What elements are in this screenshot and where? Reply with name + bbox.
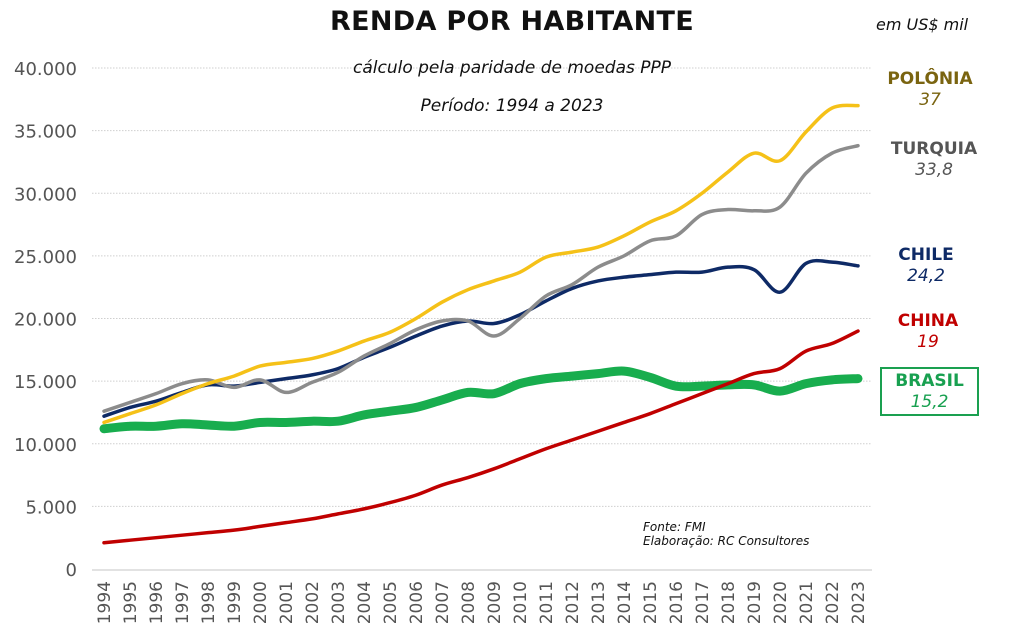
- series-lines: [99, 103, 863, 545]
- x-axis-ticks: 1994 1995 1996 1997 1998 1999 2000 2001 2002 2003…: [95, 581, 869, 624]
- x-tick-label: 2023: [849, 581, 869, 624]
- source-note: Fonte: FMI Elaboração: RC Consultores: [643, 520, 809, 548]
- source-line: Fonte: FMI: [643, 520, 706, 534]
- y-tick-label: 15.000: [14, 372, 77, 393]
- legend-value: 37: [919, 90, 941, 110]
- unit-label: em US$ mil: [876, 15, 969, 34]
- x-tick-label: 2018: [719, 581, 739, 624]
- x-tick-label: 1997: [173, 581, 193, 624]
- x-tick-label: 2003: [329, 581, 349, 624]
- y-tick-label: 25.000: [14, 247, 77, 268]
- legend-name: POLÔNIA: [887, 69, 973, 89]
- x-tick-label: 1995: [121, 581, 141, 624]
- x-tick-label: 2000: [251, 581, 271, 624]
- x-tick-label: 2015: [641, 581, 661, 624]
- x-tick-label: 2021: [797, 581, 817, 624]
- x-tick-label: 2010: [511, 581, 531, 624]
- x-tick-label: 2011: [537, 581, 557, 624]
- gridlines: [92, 67, 872, 507]
- legend-value: 24,2: [907, 266, 945, 286]
- legend-name: BRASIL: [895, 371, 964, 391]
- x-tick-label: 1994: [95, 581, 115, 624]
- x-tick-label: 1998: [199, 581, 219, 624]
- x-tick-label: 2022: [823, 581, 843, 624]
- y-tick-label: 35.000: [14, 122, 77, 143]
- y-tick-label: 0: [66, 560, 77, 581]
- x-tick-label: 2008: [459, 581, 479, 624]
- chart-period: Período: 1994 a 2023: [420, 96, 604, 116]
- chart-subtitle: cálculo pela paridade de moedas PPP: [352, 58, 671, 78]
- series-line-china: [102, 329, 860, 545]
- legend-name: CHILE: [898, 245, 954, 265]
- legend-label-turquia: TURQUIA 33,8: [874, 139, 994, 180]
- legend-value: 19: [917, 332, 939, 352]
- x-tick-label: 2004: [355, 581, 375, 624]
- y-tick-label: 40.000: [14, 59, 77, 80]
- y-tick-label: 5.000: [25, 497, 77, 518]
- y-axis-ticks: 0 5.000 10.000 15.000 20.000 25.000 30.000 35.0…: [14, 59, 77, 581]
- x-tick-label: 1996: [147, 581, 167, 624]
- legend-label-polonia: POLÔNIA 37: [870, 69, 990, 110]
- x-tick-label: 2019: [745, 581, 765, 624]
- x-tick-label: 2002: [303, 581, 323, 624]
- x-tick-label: 2017: [693, 581, 713, 624]
- y-tick-label: 30.000: [14, 184, 77, 205]
- legend-value: 33,8: [915, 160, 953, 180]
- x-tick-label: 2009: [485, 581, 505, 624]
- x-tick-label: 2001: [277, 581, 297, 624]
- x-tick-label: 2013: [589, 581, 609, 624]
- legend-name: TURQUIA: [890, 139, 978, 159]
- legend-label-china: CHINA 19: [868, 311, 988, 352]
- y-tick-label: 10.000: [14, 435, 77, 456]
- x-tick-label: 2014: [615, 581, 635, 624]
- legend-label-chile: CHILE 24,2: [866, 245, 986, 286]
- x-tick-label: 2012: [563, 581, 583, 624]
- series-line-brasil: [99, 366, 863, 434]
- x-tick-label: 2016: [667, 581, 687, 624]
- legend-name: CHINA: [897, 311, 959, 331]
- x-tick-label: 2005: [381, 581, 401, 624]
- credit-line: Elaboração: RC Consultores: [643, 534, 810, 548]
- series-line-polonia: [102, 103, 860, 425]
- x-tick-label: 2020: [771, 581, 791, 624]
- legend-label-brasil: BRASIL 15,2: [880, 367, 979, 416]
- x-tick-label: 2007: [433, 581, 453, 624]
- series-line-turquia: [102, 143, 860, 413]
- y-tick-label: 20.000: [14, 310, 77, 331]
- x-tick-label: 2006: [407, 581, 427, 624]
- x-tick-label: 1999: [225, 581, 245, 624]
- legend-value: 15,2: [910, 392, 949, 412]
- chart-title: RENDA POR HABITANTE: [330, 6, 694, 37]
